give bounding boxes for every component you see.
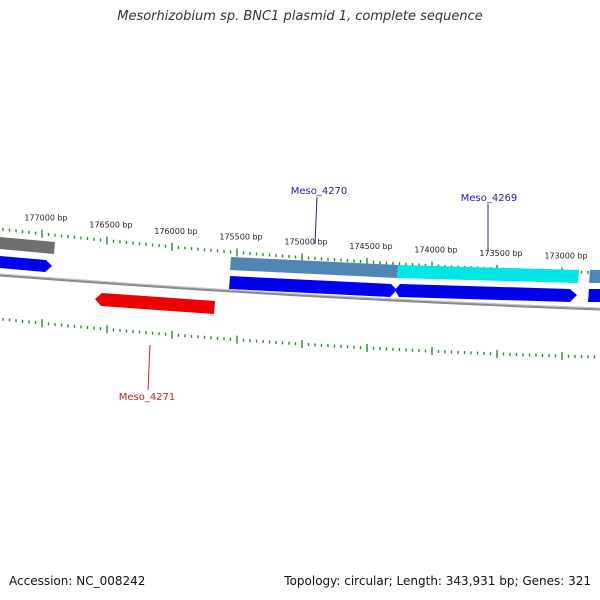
accession-text: Accession: NC_008242: [9, 574, 146, 588]
gene-label-leader: [314, 196, 318, 245]
gene-feature-steel: [230, 257, 398, 278]
gene-label-meso-4270[interactable]: Meso_4270: [291, 186, 348, 197]
cds-arrow-forward: [0, 256, 52, 272]
backbone: [0, 273, 600, 311]
tick-label: 174000 bp: [414, 246, 457, 255]
tick-label: 175000 bp: [284, 237, 327, 246]
tick-label: 175500 bp: [219, 232, 262, 241]
gene-feature-steel-edge: [589, 270, 600, 283]
cds-arrow-forward: [229, 276, 397, 297]
cds-arrow-forward: [588, 289, 600, 302]
topology-summary: Topology: circular; Length: 343,931 bp; …: [284, 574, 591, 588]
cds-arrow-forward: [395, 284, 577, 302]
tick-label: 177000 bp: [24, 214, 67, 223]
map-title: Mesorhizobium sp. BNC1 plasmid 1, comple…: [117, 9, 483, 24]
tick-label: 176500 bp: [89, 221, 132, 230]
gene-label-leader: [147, 344, 151, 391]
gene-label-meso-4269[interactable]: Meso_4269: [461, 193, 518, 204]
tick-labels: 177000 bp 176500 bp 176000 bp 175500 bp 1750…: [24, 214, 587, 261]
tick-label: 173000 bp: [544, 251, 587, 260]
gene-feature-cyan: [397, 265, 579, 283]
tick-label: 176000 bp: [154, 227, 197, 236]
cds-arrow-reverse: [95, 293, 215, 314]
gene-feature-gray: [0, 237, 55, 254]
backbone-highlight: [0, 273, 600, 309]
tick-label: 174500 bp: [349, 242, 392, 251]
tick-label: 173500 bp: [479, 249, 522, 258]
gene-label-meso-4271[interactable]: Meso_4271: [119, 392, 176, 403]
